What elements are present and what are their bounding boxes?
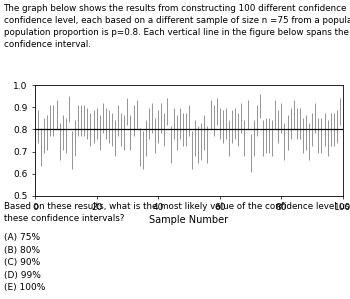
Text: (A) 75%
(B) 80%
(C) 90%
(D) 99%
(E) 100%: (A) 75% (B) 80% (C) 90% (D) 99% (E) 100% bbox=[4, 233, 45, 292]
Text: The graph below shows the results from constructing 100 different confidence int: The graph below shows the results from c… bbox=[4, 4, 350, 49]
Text: Based on these results, what is the most likely value of the confidence level us: Based on these results, what is the most… bbox=[4, 202, 350, 223]
X-axis label: Sample Number: Sample Number bbox=[149, 215, 229, 225]
